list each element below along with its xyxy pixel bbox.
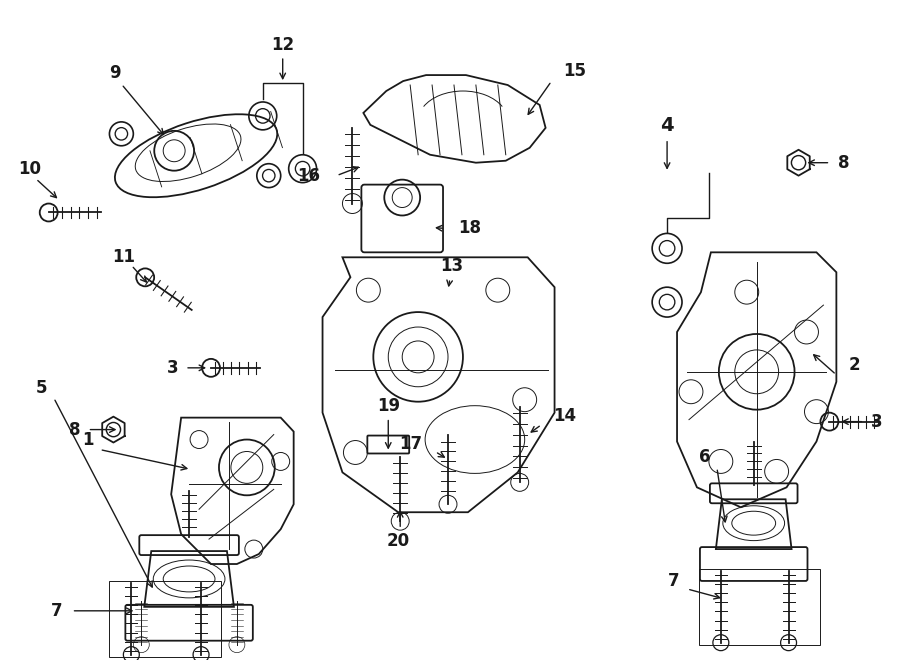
Text: 1: 1 xyxy=(82,430,94,449)
Text: 13: 13 xyxy=(440,257,464,275)
Bar xyxy=(699,569,821,644)
Text: 11: 11 xyxy=(112,249,135,266)
Text: 3: 3 xyxy=(870,412,882,430)
Text: 5: 5 xyxy=(36,379,48,397)
Text: 2: 2 xyxy=(849,356,859,374)
Bar xyxy=(110,581,221,656)
Text: 6: 6 xyxy=(699,448,711,467)
Text: 16: 16 xyxy=(298,167,320,184)
Text: 18: 18 xyxy=(458,219,481,237)
Text: 15: 15 xyxy=(563,62,587,80)
Text: 7: 7 xyxy=(668,572,680,590)
Text: 19: 19 xyxy=(377,397,400,414)
Text: 8: 8 xyxy=(68,420,80,439)
Text: 3: 3 xyxy=(167,359,179,377)
Text: 14: 14 xyxy=(554,407,577,424)
Text: 7: 7 xyxy=(50,602,62,620)
Text: 10: 10 xyxy=(18,160,41,178)
Text: 4: 4 xyxy=(661,116,674,136)
Text: 8: 8 xyxy=(838,154,849,172)
Text: 17: 17 xyxy=(399,434,422,453)
Text: 9: 9 xyxy=(110,64,122,82)
Text: 20: 20 xyxy=(387,532,410,550)
Text: 12: 12 xyxy=(271,36,294,54)
